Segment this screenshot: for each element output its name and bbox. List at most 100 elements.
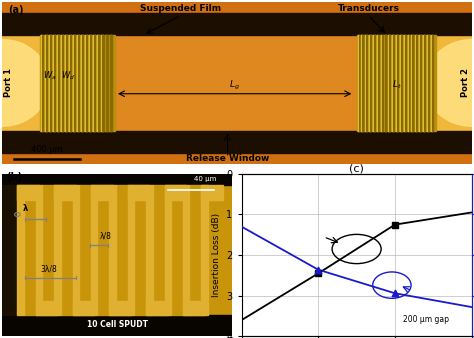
Bar xyxy=(183,301,205,315)
Bar xyxy=(171,185,183,315)
Bar xyxy=(2,185,16,315)
Bar xyxy=(373,35,374,130)
Bar xyxy=(384,35,386,130)
Text: λ/8: λ/8 xyxy=(100,232,112,241)
Bar xyxy=(101,35,103,130)
Bar xyxy=(397,35,398,130)
Title: (c): (c) xyxy=(349,163,364,173)
Point xyxy=(391,222,399,227)
Bar xyxy=(53,35,55,130)
Bar xyxy=(381,35,383,130)
Text: 400 μm: 400 μm xyxy=(31,145,63,154)
Bar xyxy=(97,185,109,315)
Text: Suspended Film: Suspended Film xyxy=(140,4,221,14)
Bar xyxy=(57,35,59,130)
Text: Transducers: Transducers xyxy=(337,4,400,14)
Bar xyxy=(408,35,409,130)
Bar xyxy=(106,35,107,130)
Bar xyxy=(46,35,47,130)
Bar xyxy=(109,35,111,130)
Bar xyxy=(93,35,95,130)
Bar xyxy=(357,35,359,130)
Bar xyxy=(363,35,364,130)
Bar xyxy=(61,35,63,130)
Bar xyxy=(42,185,54,315)
Text: Port 1: Port 1 xyxy=(3,68,12,97)
Bar xyxy=(396,35,398,130)
Bar xyxy=(388,35,390,130)
Bar xyxy=(73,301,94,315)
Bar xyxy=(419,35,421,130)
Text: 200 μm gap: 200 μm gap xyxy=(402,315,448,324)
Bar xyxy=(78,35,79,130)
Bar xyxy=(356,35,437,130)
Bar xyxy=(378,35,379,130)
Bar xyxy=(411,35,413,130)
Bar xyxy=(73,185,79,315)
Bar xyxy=(54,185,61,315)
Bar xyxy=(36,185,42,315)
Bar xyxy=(389,35,391,130)
Bar xyxy=(400,35,401,130)
Bar xyxy=(69,35,71,130)
Bar xyxy=(382,35,383,130)
Bar xyxy=(374,35,375,130)
Bar xyxy=(404,35,405,130)
Y-axis label: Insertion Loss (dB): Insertion Loss (dB) xyxy=(212,213,221,297)
Bar xyxy=(110,35,112,130)
Bar xyxy=(392,35,394,130)
Bar xyxy=(153,185,164,315)
Bar xyxy=(385,35,387,130)
Bar xyxy=(134,185,146,315)
Text: $W_d$: $W_d$ xyxy=(61,70,75,82)
Bar xyxy=(409,35,410,130)
Bar xyxy=(91,185,97,315)
Bar xyxy=(420,35,421,130)
Point xyxy=(314,271,322,276)
Bar xyxy=(102,35,104,130)
Ellipse shape xyxy=(0,40,49,126)
Bar xyxy=(427,35,428,130)
Bar xyxy=(358,35,360,130)
Bar xyxy=(109,301,131,315)
Bar xyxy=(65,35,67,130)
Bar xyxy=(190,185,201,315)
Bar xyxy=(2,315,232,336)
Bar xyxy=(90,35,91,130)
Ellipse shape xyxy=(425,40,474,126)
Bar xyxy=(432,35,433,130)
Bar xyxy=(58,35,59,130)
Bar xyxy=(366,35,367,130)
Bar xyxy=(98,35,99,130)
Bar xyxy=(54,185,76,200)
Bar xyxy=(401,35,402,130)
Bar xyxy=(2,174,232,185)
Bar xyxy=(362,35,363,130)
Bar xyxy=(2,13,472,35)
Text: (b): (b) xyxy=(6,172,22,183)
Bar xyxy=(85,35,87,130)
Ellipse shape xyxy=(390,15,474,151)
Ellipse shape xyxy=(0,15,84,151)
Bar xyxy=(36,301,57,315)
Bar xyxy=(201,185,223,200)
Bar xyxy=(81,35,83,130)
Bar xyxy=(45,35,46,130)
Bar xyxy=(365,35,367,130)
Bar xyxy=(416,35,418,130)
Bar xyxy=(41,35,43,130)
Bar xyxy=(423,35,425,130)
Bar xyxy=(18,185,39,200)
Bar xyxy=(91,185,112,200)
Bar xyxy=(164,185,186,200)
Bar xyxy=(128,185,134,315)
Bar xyxy=(54,35,55,130)
Bar xyxy=(146,301,168,315)
Bar xyxy=(2,31,472,134)
Bar xyxy=(128,185,149,200)
Bar xyxy=(424,35,425,130)
Text: 10 Cell SPUDT: 10 Cell SPUDT xyxy=(87,319,148,329)
Point xyxy=(391,291,399,296)
Text: λ: λ xyxy=(23,204,28,213)
Text: $L_g$: $L_g$ xyxy=(229,79,240,92)
